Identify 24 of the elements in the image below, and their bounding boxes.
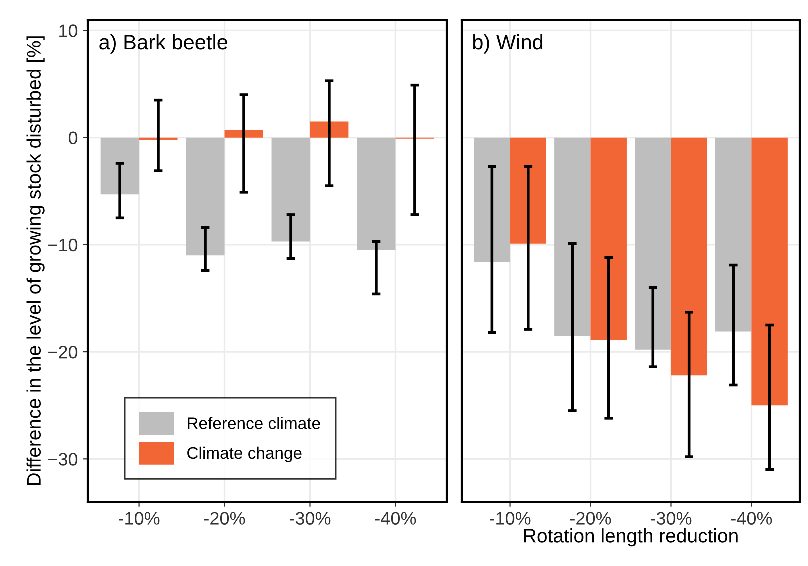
text: a) Bark beetle: [100, 34, 228, 54]
y-tick-label: −20: [48, 346, 78, 359]
x-axis-title: Rotation length reduction: [524, 528, 738, 547]
x-tick-label: -30%: [290, 512, 331, 525]
x-tick-label: -20%: [570, 512, 612, 525]
bar: [100, 138, 140, 195]
y-tick-label: 0: [68, 132, 78, 145]
x-tick-label: -40%: [731, 512, 772, 525]
x-tick-label: -30%: [650, 512, 692, 525]
legend-label: Reference climate: [188, 417, 320, 430]
y-axis-title: Difference in the level of growing stock disturbed [%]: [26, 36, 45, 486]
bar: [186, 138, 225, 256]
bar: [310, 122, 349, 138]
y-tick-label: 10: [60, 24, 78, 38]
x-tick-label: -10%: [490, 512, 531, 525]
text: b) Wind: [473, 34, 543, 54]
legend-label: Climate change: [188, 446, 302, 462]
x-tick-label: -10%: [119, 512, 160, 525]
y-tick-label: −10: [48, 238, 78, 252]
y-tick-label: −30: [48, 453, 78, 466]
bar: [272, 138, 310, 242]
x-tick-label: -20%: [204, 512, 246, 525]
bar: [357, 138, 396, 250]
x-tick-label: -40%: [375, 512, 416, 525]
